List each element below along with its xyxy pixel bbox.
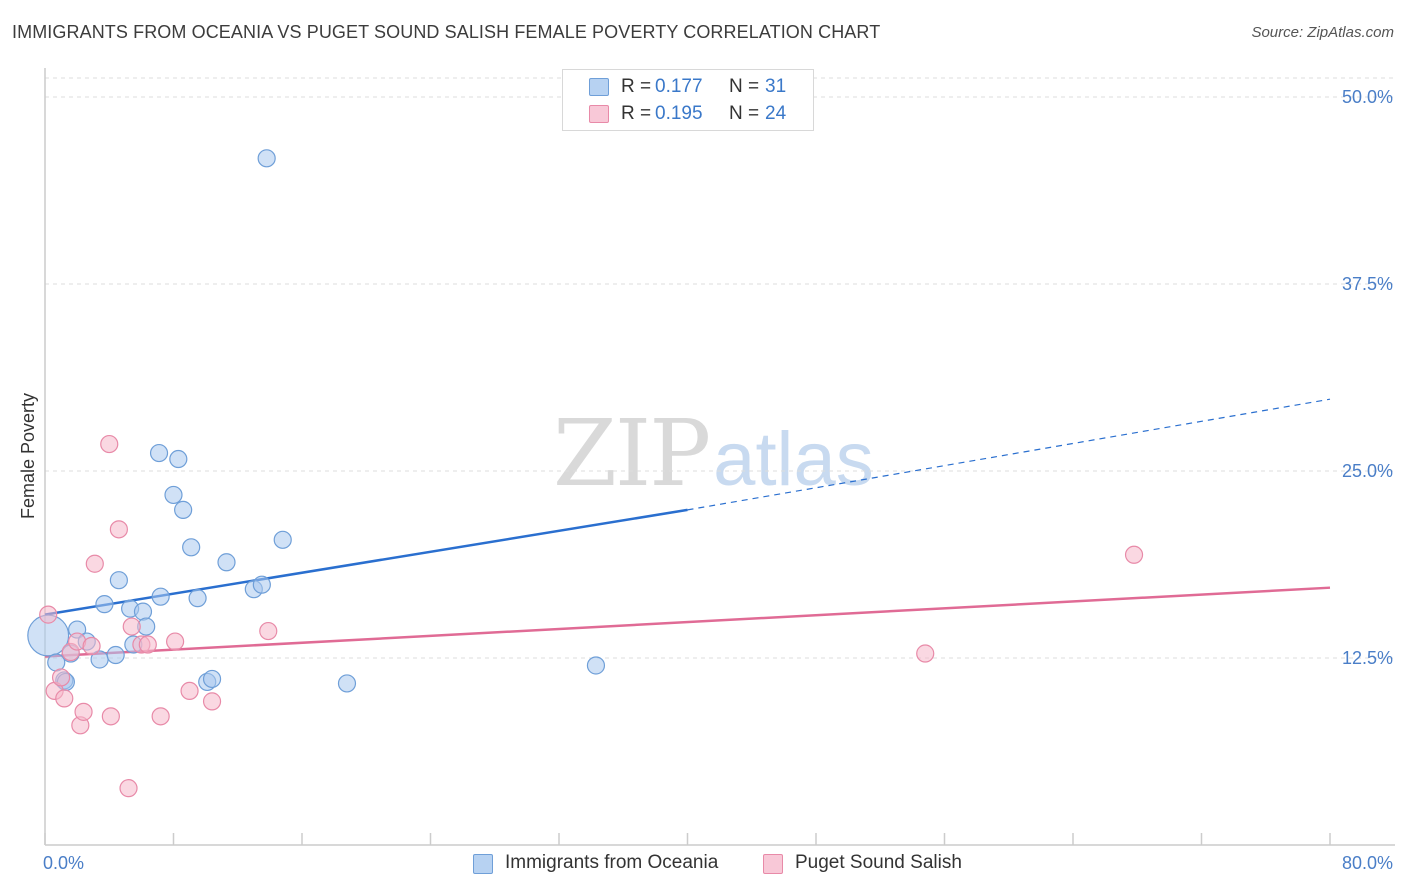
legend-n-label: N = <box>729 103 760 124</box>
point-salish <box>166 632 185 651</box>
y-tick-label: 37.5% <box>1342 274 1393 294</box>
point-salish <box>85 554 104 573</box>
point-salish <box>151 707 170 726</box>
point-salish <box>202 692 222 711</box>
chart-title: IMMIGRANTS FROM OCEANIA VS PUGET SOUND S… <box>12 22 881 42</box>
legend-swatch-salish <box>763 854 783 874</box>
point-oceania <box>109 571 128 590</box>
point-oceania <box>164 485 183 505</box>
point-oceania <box>273 530 292 549</box>
point-salish <box>55 689 74 708</box>
point-salish <box>109 520 128 539</box>
point-salish <box>39 605 58 624</box>
point-salish <box>100 434 119 454</box>
point-salish <box>101 707 120 726</box>
point-oceania <box>151 587 170 606</box>
point-oceania <box>106 645 125 665</box>
points-layer <box>27 149 1144 798</box>
point-oceania <box>202 669 222 689</box>
point-salish <box>74 702 93 721</box>
label-layer: Female Poverty 12.5% 25.0% 37.5% 50.0% 0.0% 8… <box>18 87 1393 873</box>
point-salish <box>51 668 71 687</box>
point-oceania <box>217 553 236 572</box>
point-oceania <box>174 500 193 519</box>
point-oceania <box>149 443 169 463</box>
y-tick-label: 25.0% <box>1342 461 1393 481</box>
point-oceania <box>188 589 207 608</box>
x-tick-label-min: 0.0% <box>43 853 84 873</box>
point-oceania <box>169 449 188 469</box>
legend-r-label: R = <box>621 103 652 124</box>
axis-layer <box>44 68 1395 846</box>
trend-layer <box>44 398 1331 658</box>
legend-r-value: 0.177 <box>655 76 703 97</box>
point-oceania <box>182 538 201 557</box>
point-oceania <box>133 602 153 621</box>
legend-n-label: N = <box>729 76 760 97</box>
point-salish <box>1124 545 1144 564</box>
point-oceania <box>586 656 606 675</box>
legend-swatch-oceania <box>589 78 609 96</box>
point-salish <box>82 636 101 656</box>
legend-label-oceania: Immigrants from Oceania <box>505 852 719 873</box>
legend-n-value: 24 <box>765 103 787 124</box>
point-oceania <box>337 674 357 693</box>
trend-line-oceania <box>44 508 688 616</box>
x-tick-label-max: 80.0% <box>1342 853 1393 873</box>
y-tick-label: 12.5% <box>1342 648 1393 668</box>
legend-n-value: 31 <box>765 76 787 97</box>
grid-layer <box>45 77 1395 659</box>
stats-legend: R = 0.177 N = 31 R = 0.195 N = 24 <box>562 69 814 131</box>
y-axis-label: Female Poverty <box>18 393 38 519</box>
point-oceania <box>257 149 276 168</box>
trend-line-salish <box>44 586 1331 658</box>
point-salish <box>122 617 141 636</box>
point-salish <box>119 779 138 798</box>
legend-swatch-salish <box>589 105 609 123</box>
trend-line-oceania-extension <box>687 398 1331 511</box>
point-oceania <box>252 575 271 594</box>
legend-label-salish: Puget Sound Salish <box>795 852 962 873</box>
y-tick-label: 50.0% <box>1342 87 1393 107</box>
point-salish <box>180 681 199 701</box>
legend-swatch-oceania <box>473 854 493 874</box>
point-salish <box>138 635 157 654</box>
legend-r-label: R = <box>621 76 652 97</box>
source-credit: Source: ZipAtlas.com <box>1251 24 1394 41</box>
point-salish <box>916 644 935 663</box>
legend-r-value: 0.195 <box>655 103 703 124</box>
point-salish <box>259 621 278 641</box>
point-oceania <box>95 595 114 614</box>
